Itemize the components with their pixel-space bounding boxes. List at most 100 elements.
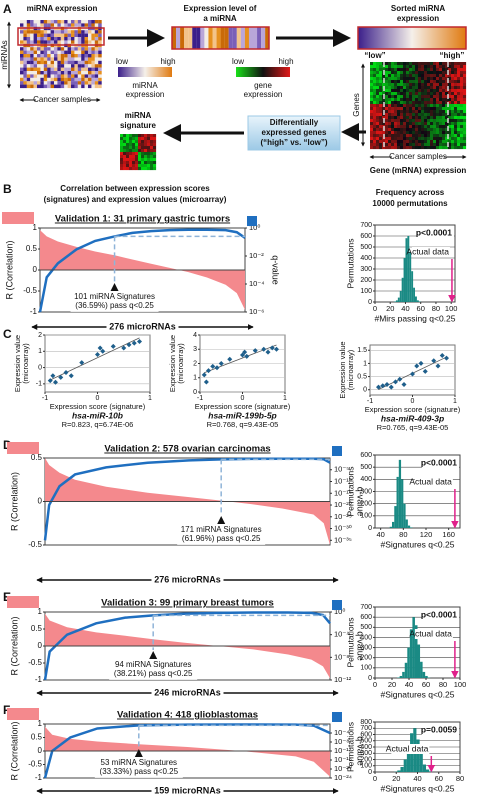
heat-cell (445, 71, 449, 75)
heat-cell (376, 95, 380, 99)
heat-cell (94, 30, 99, 34)
heat-cell (400, 122, 404, 126)
heat-cell (98, 54, 102, 58)
heat-cell (460, 71, 464, 75)
heat-cell (406, 62, 410, 66)
heat-cell (403, 74, 407, 78)
heat-cell (463, 68, 467, 72)
heat-cell (37, 74, 41, 78)
heat-cell (376, 134, 380, 138)
heat-cell (81, 40, 85, 44)
heat-cell (415, 143, 419, 147)
heat-cell (74, 54, 78, 58)
heat-cell (454, 83, 458, 87)
heat-cell (418, 74, 422, 78)
heat-cell (385, 128, 389, 132)
mirna-name: hsa-miR-409-3p (381, 413, 444, 423)
y-tick-label: 0 (193, 389, 197, 396)
heat-cell (454, 77, 458, 81)
heat-cell (418, 89, 422, 93)
heat-cell (57, 77, 61, 82)
heat-cell (430, 98, 434, 102)
heat-cell (442, 125, 446, 129)
heat-cell (451, 125, 455, 129)
heat-cell (430, 116, 434, 120)
heat-cell (391, 128, 395, 132)
y-tick-label: -1 (36, 381, 42, 388)
heat-cell (397, 68, 401, 72)
heat-cell (91, 37, 95, 41)
heat-cell (409, 134, 413, 138)
heat-cell (379, 68, 383, 72)
heat-cell (20, 81, 24, 85)
heat-cell (448, 104, 452, 108)
hist-bar (402, 671, 405, 678)
heat-cell (415, 104, 419, 108)
y-tick-label: 0 (38, 497, 43, 506)
heat-cell (406, 104, 410, 108)
heat-cell (123, 143, 127, 147)
heat-cell (454, 110, 458, 114)
heat-cell (433, 80, 437, 84)
cols-label: Cancer samples (389, 152, 447, 161)
heat-cell (33, 47, 38, 51)
heat-cell (460, 86, 464, 90)
heat-cell (64, 40, 68, 44)
point (261, 346, 267, 352)
y-tick-label: 0 (368, 769, 372, 776)
heat-cell (442, 104, 446, 108)
heat-cell (424, 65, 428, 69)
heat-cell (91, 40, 95, 44)
heat-cell (57, 67, 61, 72)
heat-cell (30, 54, 34, 58)
heat-cell (421, 143, 425, 147)
heat-cell (120, 152, 124, 156)
heat-cell (141, 149, 145, 153)
heat-cell (406, 92, 410, 96)
heat-cell (84, 50, 89, 55)
heat-cell (463, 107, 467, 111)
y2-tick-label: 10⁻² (249, 251, 264, 260)
heat-cell (418, 134, 422, 138)
heat-cell (382, 74, 386, 78)
rows-label: miRNAs (0, 40, 9, 69)
heat-cell (120, 140, 124, 144)
heat-cell (40, 20, 44, 24)
label-bg (70, 292, 159, 312)
heat-cell (98, 81, 102, 85)
heat-cell (391, 107, 395, 111)
heat-cell (394, 134, 398, 138)
heat-cell (385, 143, 389, 147)
actual-label: Actual data (409, 476, 452, 486)
heat-cell (135, 164, 139, 168)
heat-cell (57, 40, 61, 44)
y-tick-label: 1.5 (357, 347, 367, 354)
heat-cell (430, 119, 434, 123)
y2-tick-label: 10⁻²⁵ (334, 512, 352, 521)
heat-cell (50, 64, 55, 68)
heat-cell (373, 146, 377, 150)
heat-cell (216, 27, 221, 49)
heat-cell (406, 74, 410, 78)
heat-cell (448, 131, 452, 135)
heat-cell (385, 89, 389, 93)
header: Correlation between expression scores (60, 184, 210, 193)
heat-cell (20, 33, 24, 38)
y-tick-label: 800 (360, 719, 372, 726)
heat-cell (403, 107, 407, 111)
heat-cell (433, 116, 437, 120)
heat-cell (376, 80, 380, 84)
heat-cell (382, 98, 386, 102)
heat-cell (427, 131, 431, 135)
heat-cell (421, 134, 425, 138)
point (444, 355, 449, 361)
point (252, 348, 258, 354)
heat-cell (397, 86, 401, 90)
heat-cell (91, 23, 95, 27)
heat-cell (439, 113, 443, 117)
y-axis-title: (microarray) (21, 343, 30, 384)
heat-cell (47, 71, 51, 75)
p-value: p<0.0001 (416, 227, 452, 237)
heat-cell (424, 101, 428, 105)
heat-cell (382, 116, 386, 120)
